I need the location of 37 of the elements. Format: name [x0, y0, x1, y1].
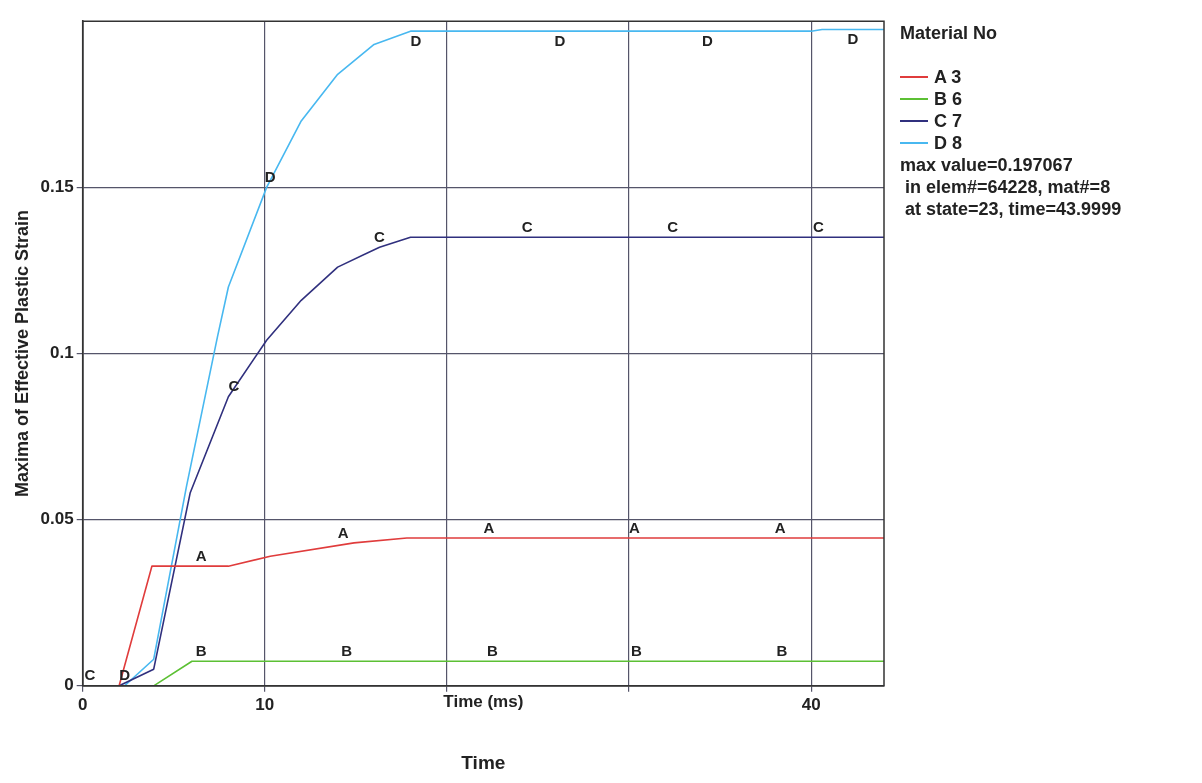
annotation: C	[813, 217, 825, 235]
annotation: A	[774, 518, 786, 536]
annotation: C	[84, 666, 96, 684]
y-axis-title: Maxima of Effective Plastic Strain	[11, 209, 32, 498]
annotation: B	[776, 641, 788, 659]
annotation: B	[195, 641, 207, 659]
x-tick-label: 0	[77, 694, 88, 714]
legend-label: A 3	[934, 66, 962, 88]
annotation: B	[341, 641, 353, 659]
legend-title: Material No	[900, 22, 999, 44]
annotation: D	[554, 31, 566, 49]
annotation: B	[630, 641, 642, 659]
annotation: A	[629, 518, 641, 536]
text: Time (ms)	[443, 691, 524, 711]
text: at state=23, time=43.9999	[904, 198, 1122, 220]
annotation: A	[483, 518, 495, 536]
annotation: A	[195, 546, 207, 564]
legend-label: C 7	[934, 110, 963, 132]
annotation: A	[337, 523, 349, 541]
annotation: D	[410, 31, 422, 49]
x-tick-label: 40	[801, 694, 821, 714]
annotation: C	[374, 227, 386, 245]
text: in elem#=64228, mat#=8	[904, 176, 1112, 198]
legend-label: B 6	[934, 88, 963, 110]
annotation: C	[521, 217, 533, 235]
annotation: C	[667, 217, 679, 235]
y-tick-label: 0.15	[40, 177, 74, 197]
y-tick-label: 0.1	[50, 343, 74, 363]
legend-label: D 8	[934, 132, 963, 154]
y-tick-label: 0	[64, 675, 74, 695]
x-axis-title: Time	[461, 751, 506, 773]
annotation: D	[847, 30, 859, 48]
annotation: B	[487, 641, 499, 659]
y-tick-label: 0.05	[40, 509, 74, 529]
x-tick-label: 10	[255, 694, 275, 714]
text: max value=0.197067	[900, 154, 1074, 176]
annotation: D	[701, 31, 713, 49]
